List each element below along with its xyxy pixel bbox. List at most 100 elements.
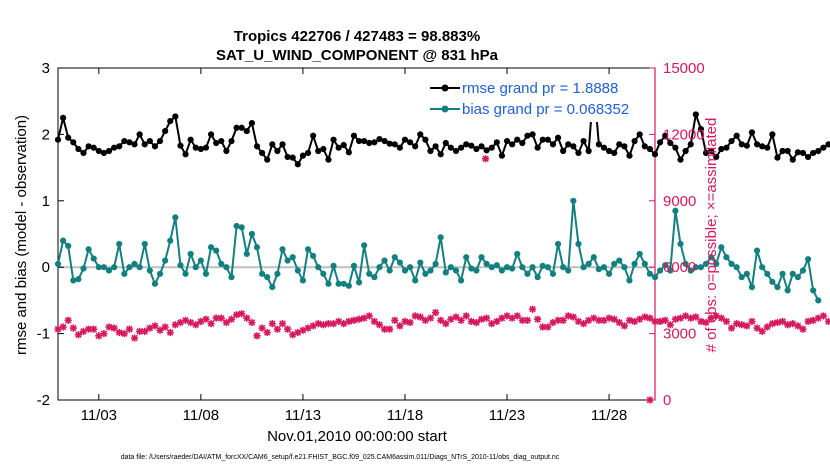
obs-marker [442, 320, 450, 328]
bias-point [764, 270, 771, 277]
rmse-point [713, 153, 720, 161]
legend-rmse-label: rmse grand pr = 1.8888 [462, 80, 618, 97]
obs-marker [569, 313, 577, 321]
obs-marker [717, 314, 725, 322]
bias-point [202, 270, 210, 277]
rmse-point [820, 144, 827, 151]
y-left-tick-label: -2 [37, 392, 50, 409]
bias-point [677, 240, 684, 248]
bias-point [646, 270, 654, 277]
rmse-point [580, 137, 587, 145]
bias-point [95, 264, 102, 271]
rmse-point [422, 136, 429, 143]
bias-point [177, 262, 184, 269]
obs-marker [120, 330, 128, 338]
bias-point [264, 274, 271, 281]
rmse-point [810, 149, 817, 157]
rmse-point [799, 149, 807, 157]
rmse-point [432, 143, 439, 150]
bias-point [524, 270, 531, 277]
obs-marker [74, 331, 83, 339]
rmse-point [646, 145, 654, 153]
rmse-point [708, 147, 715, 155]
bias-point [702, 260, 710, 267]
rmse-point [330, 136, 337, 143]
rmse-point [54, 136, 62, 143]
obs-marker [314, 320, 322, 328]
rmse-point [437, 151, 444, 158]
rmse-point [794, 149, 801, 156]
rmse-point [651, 151, 659, 158]
x-tick-label: 11/03 [81, 407, 117, 424]
bias-point [626, 277, 633, 284]
rmse-point [657, 139, 664, 146]
rmse-point [570, 143, 577, 150]
rmse-point [289, 154, 296, 161]
bias-point [651, 274, 659, 281]
rmse-point [733, 132, 740, 139]
bias-point [376, 264, 383, 271]
obs-marker [564, 312, 572, 320]
bias-point [70, 277, 77, 284]
bias-point [192, 264, 199, 271]
x-tick-label: 11/23 [489, 407, 525, 424]
obs-marker [824, 317, 830, 326]
obs-marker [784, 321, 792, 329]
rmse-point [662, 132, 669, 139]
rmse-point [539, 136, 546, 143]
rmse-point [728, 137, 735, 145]
rmse-point [417, 131, 424, 138]
bias-point [483, 260, 490, 267]
rmse-point [325, 156, 332, 163]
rmse-point [503, 137, 511, 145]
bias-point [743, 270, 750, 277]
bias-point [80, 265, 87, 272]
rmse-point [534, 144, 541, 151]
rmse-point [483, 147, 490, 154]
rmse-point [381, 137, 388, 145]
y-left-axis-ticks: 3 2 1 0 -1 -2 [37, 60, 64, 409]
bias-point [146, 267, 153, 274]
legend-box [426, 80, 644, 122]
obs-marker [110, 324, 118, 332]
rmse-point [702, 149, 710, 157]
obs-marker [355, 315, 363, 323]
bias-point [340, 280, 347, 287]
obs-marker [105, 323, 113, 331]
bias-point [136, 264, 143, 271]
bias-point [182, 270, 189, 277]
rmse-point [391, 141, 398, 148]
obs-marker [819, 312, 827, 320]
bias-point [738, 274, 745, 281]
x-tick-label: 11/13 [285, 407, 321, 424]
rmse-point [207, 131, 215, 138]
bias-point [315, 264, 322, 271]
bias-point [141, 240, 148, 248]
obs-marker [768, 320, 776, 328]
x-tick-label: 11/28 [591, 407, 627, 424]
bias-point [151, 280, 159, 287]
rmse-point [85, 143, 92, 150]
bias-point [503, 264, 511, 271]
rmse-point [493, 139, 500, 146]
obs-marker [411, 312, 419, 320]
y-right-tick-label: 9000 [663, 193, 696, 210]
obs-marker [794, 322, 802, 330]
obs-marker [743, 322, 751, 330]
footer-datafile: data file: /Users/raeder/DAI/ATM_forcXX/… [121, 454, 560, 461]
rmse-point [177, 142, 184, 149]
bias-point [75, 276, 82, 283]
rmse-point [366, 139, 373, 147]
rmse-point [340, 141, 347, 149]
rmse-point [463, 141, 470, 148]
rmse-point [80, 149, 87, 157]
y-left-tick-label: 3 [42, 60, 50, 77]
bias-point [213, 247, 220, 254]
bias-point [355, 279, 363, 286]
bias-point [794, 274, 801, 281]
bias-point [111, 264, 118, 271]
bias-point [473, 267, 480, 274]
y-left-tick-label: 2 [42, 126, 50, 143]
rmse-point [192, 144, 199, 151]
